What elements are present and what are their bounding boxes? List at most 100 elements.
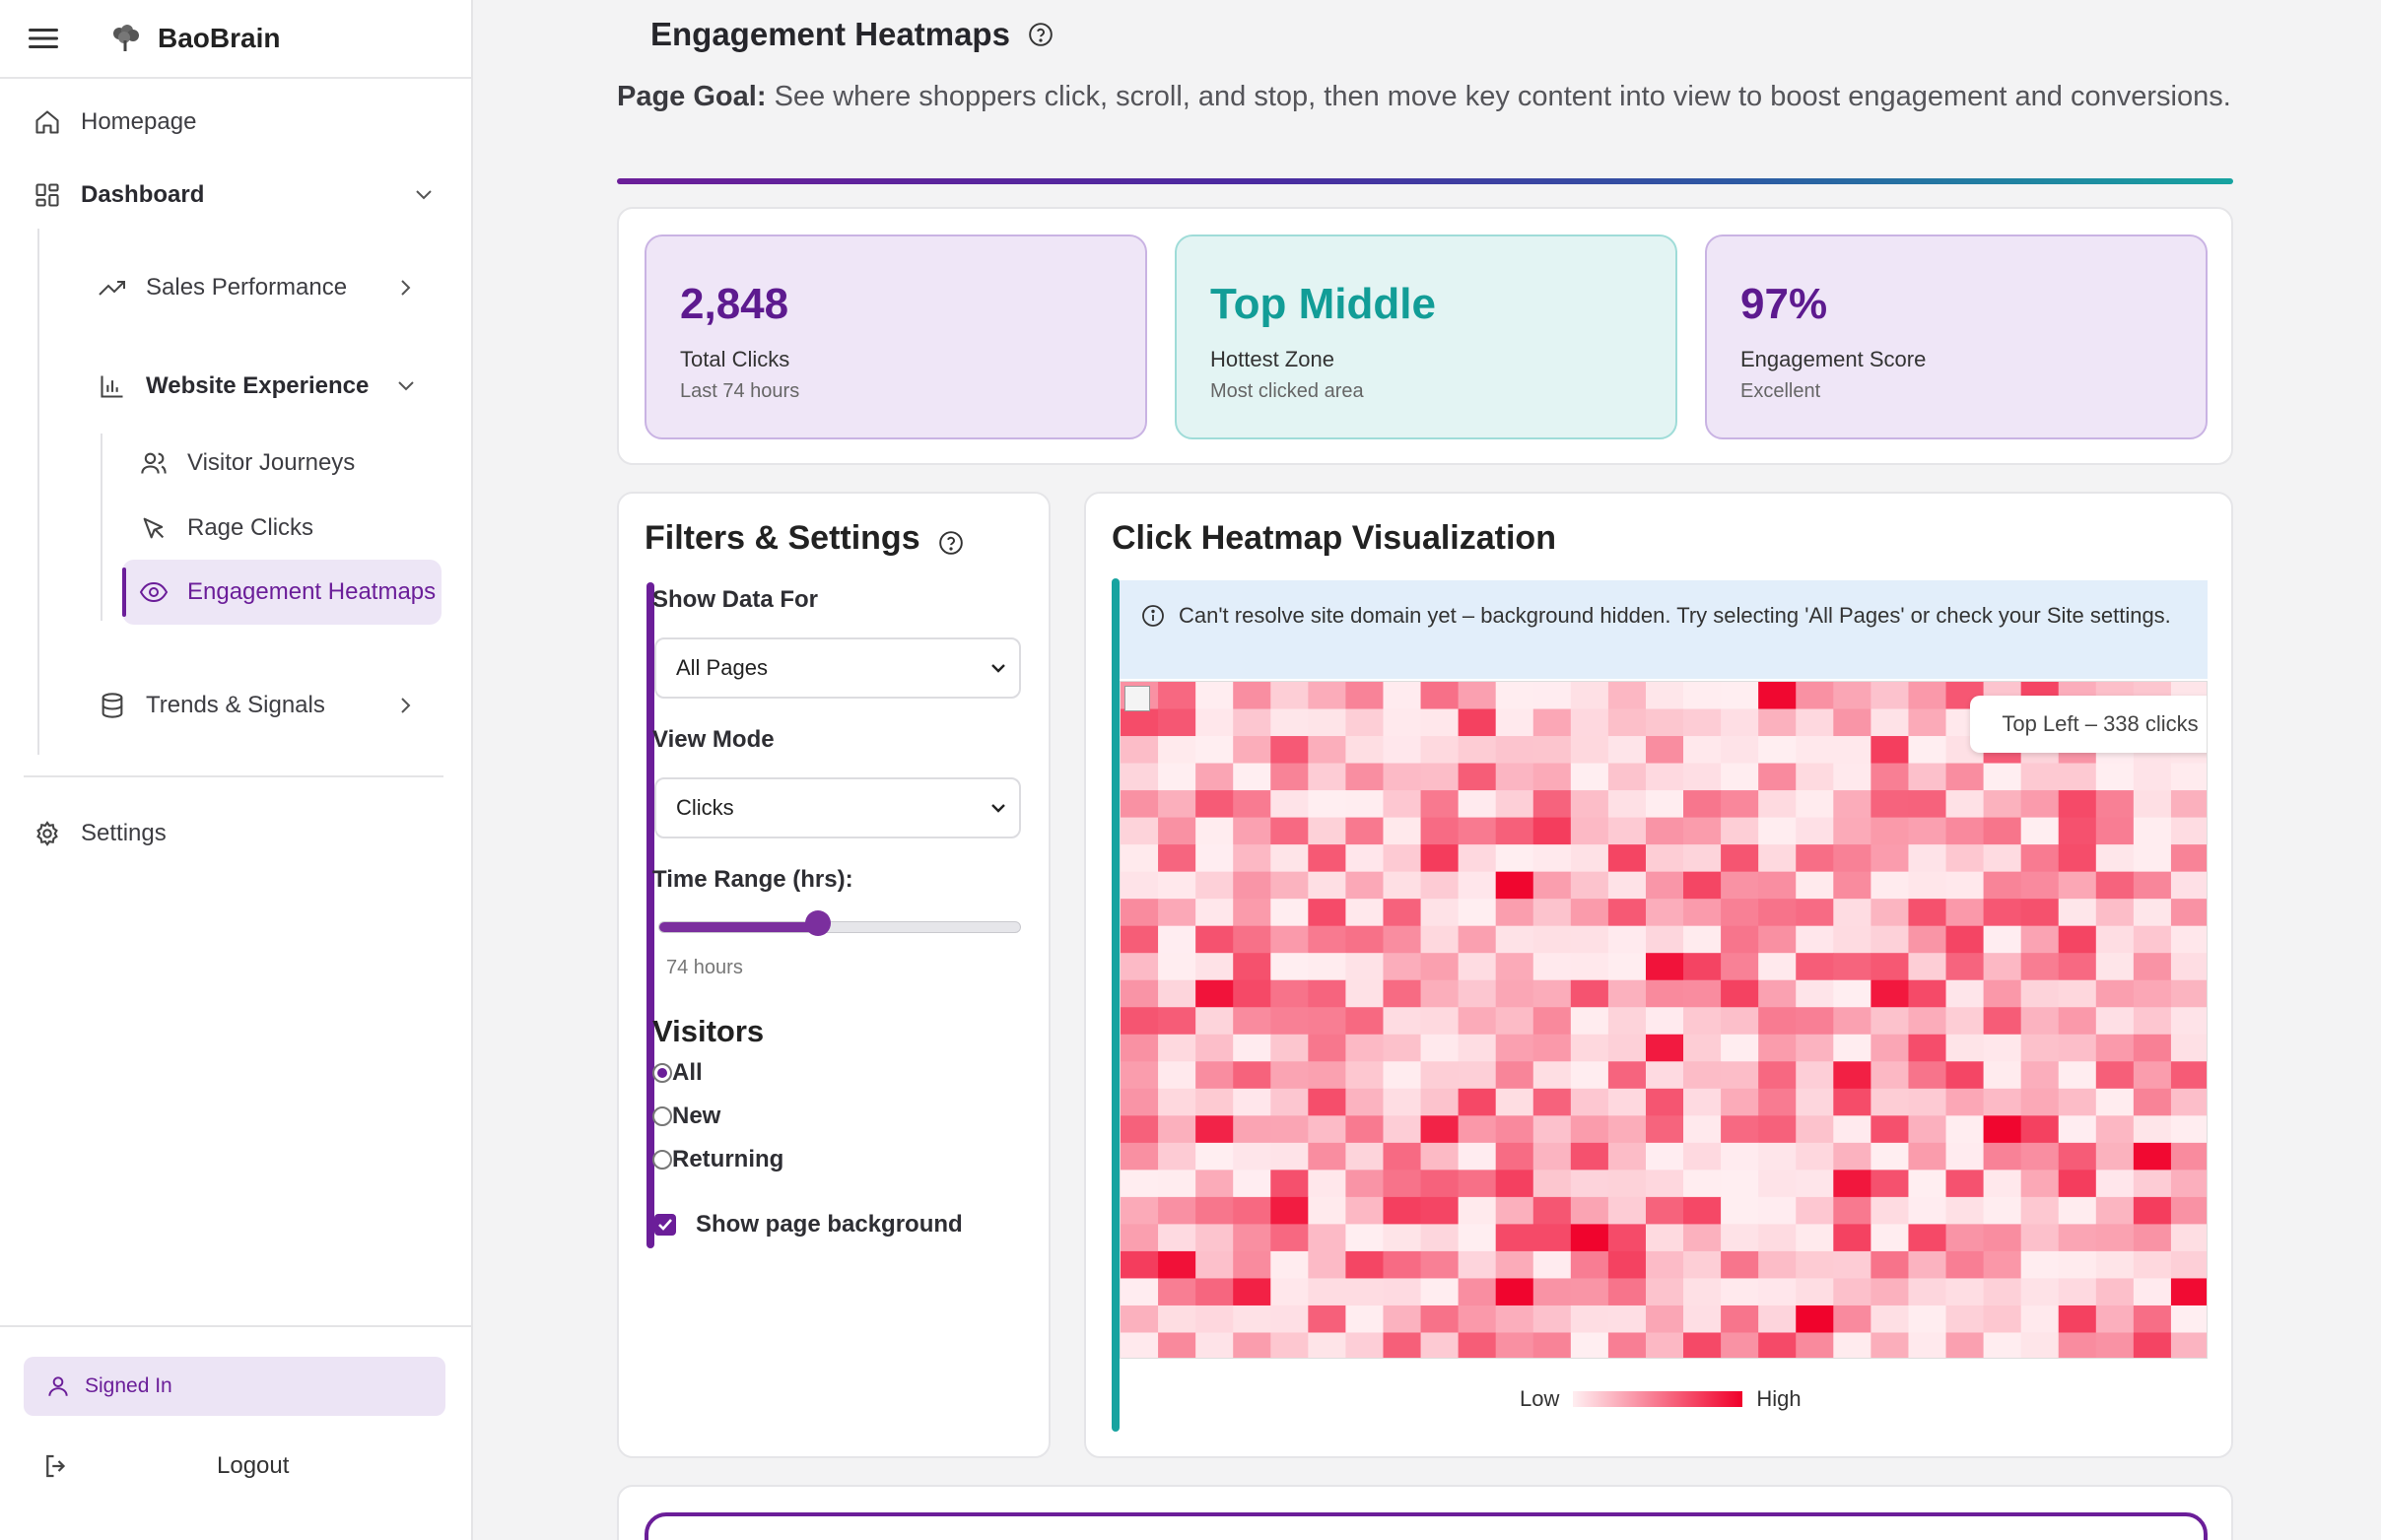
heatmap-cell[interactable] [1796, 1007, 1834, 1036]
heatmap-cell[interactable] [2133, 817, 2172, 845]
heatmap-cell[interactable] [1345, 1061, 1384, 1090]
heatmap-cell[interactable] [1908, 708, 1947, 737]
heatmap-cell[interactable] [1570, 953, 1609, 981]
heatmap-cell[interactable] [2133, 925, 2172, 954]
heatmap-cell[interactable] [1983, 1034, 2022, 1062]
heatmap-cell[interactable] [1308, 953, 1346, 981]
heatmap-cell[interactable] [2058, 1332, 2097, 1359]
nav-dashboard[interactable]: Dashboard [32, 179, 204, 211]
heatmap-cell[interactable] [1871, 1305, 1909, 1333]
heatmap-cell[interactable] [1270, 1196, 1309, 1225]
heatmap-cell[interactable] [1458, 736, 1497, 765]
heatmap-cell[interactable] [2020, 979, 2060, 1008]
heatmap-cell[interactable] [1158, 1196, 1196, 1225]
heatmap-cell[interactable] [1270, 1142, 1309, 1171]
heatmap-cell[interactable] [2058, 1142, 2097, 1171]
heatmap-cell[interactable] [1983, 817, 2022, 845]
heatmap-cell[interactable] [1758, 1115, 1797, 1144]
heatmap-cell[interactable] [1420, 1224, 1460, 1252]
heatmap-cell[interactable] [2095, 844, 2135, 873]
heatmap-cell[interactable] [1833, 708, 1871, 737]
heatmap-cell[interactable] [1270, 925, 1309, 954]
heatmap-cell[interactable] [1195, 817, 1234, 845]
heatmap-cell[interactable] [1158, 1142, 1196, 1171]
heatmap-cell[interactable] [1908, 1170, 1947, 1198]
heatmap-cell[interactable] [1683, 1250, 1722, 1279]
heatmap-cell[interactable] [1233, 682, 1271, 710]
heatmap-cell[interactable] [1495, 979, 1534, 1008]
heatmap-cell[interactable] [1532, 1034, 1572, 1062]
heatmap-cell[interactable] [1683, 1142, 1722, 1171]
heatmap-cell[interactable] [2095, 1088, 2135, 1116]
heatmap-cell[interactable] [1983, 763, 2022, 791]
heatmap-cell[interactable] [1458, 953, 1497, 981]
heatmap-cell[interactable] [1833, 682, 1871, 710]
heatmap-cell[interactable] [1158, 1332, 1196, 1359]
heatmap-cell[interactable] [2133, 1007, 2172, 1036]
heatmap-cell[interactable] [1458, 1088, 1497, 1116]
heatmap-cell[interactable] [1758, 1278, 1797, 1306]
heatmap-cell[interactable] [1645, 1115, 1684, 1144]
heatmap-cell[interactable] [1758, 1332, 1797, 1359]
heatmap-cell[interactable] [1570, 1332, 1609, 1359]
heatmap-cell[interactable] [1908, 736, 1947, 765]
heatmap-cell[interactable] [1495, 925, 1534, 954]
heatmap-cell[interactable] [1871, 871, 1909, 900]
heatmap-cell[interactable] [2170, 1115, 2208, 1144]
heatmap-cell[interactable] [1607, 1061, 1647, 1090]
heatmap-cell[interactable] [2170, 1250, 2208, 1279]
heatmap-cell[interactable] [2095, 1034, 2135, 1062]
heatmap-cell[interactable] [1570, 736, 1609, 765]
heatmap-cell[interactable] [1833, 790, 1871, 819]
heatmap-cell[interactable] [1345, 1142, 1384, 1171]
heatmap-cell[interactable] [1195, 1142, 1234, 1171]
view-mode-select[interactable]: Clicks [654, 777, 1021, 838]
heatmap-cell[interactable] [1570, 871, 1609, 900]
heatmap-cell[interactable] [1233, 871, 1271, 900]
heatmap-cell[interactable] [1420, 1034, 1460, 1062]
heatmap-cell[interactable] [2058, 1224, 2097, 1252]
heatmap-cell[interactable] [2170, 1224, 2208, 1252]
heatmap-cell[interactable] [1233, 1278, 1271, 1306]
heatmap-cell[interactable] [1308, 1278, 1346, 1306]
heatmap-cell[interactable] [1270, 1305, 1309, 1333]
heatmap-cell[interactable] [1233, 1007, 1271, 1036]
heatmap-cell[interactable] [1532, 925, 1572, 954]
heatmap-cell[interactable] [1721, 953, 1759, 981]
heatmap-cell[interactable] [1645, 844, 1684, 873]
heatmap-cell[interactable] [1833, 899, 1871, 927]
heatmap-cell[interactable] [2133, 1061, 2172, 1090]
heatmap-cell[interactable] [1495, 763, 1534, 791]
heatmap-cell[interactable] [1645, 1196, 1684, 1225]
heatmap-cell[interactable] [1121, 763, 1159, 791]
heatmap-cell[interactable] [1796, 708, 1834, 737]
heatmap-cell[interactable] [2170, 790, 2208, 819]
heatmap-cell[interactable] [1570, 763, 1609, 791]
heatmap-cell[interactable] [1570, 1305, 1609, 1333]
heatmap-cell[interactable] [1683, 708, 1722, 737]
heatmap-cell[interactable] [2133, 1305, 2172, 1333]
heatmap-cell[interactable] [2058, 817, 2097, 845]
heatmap-cell[interactable] [1308, 1196, 1346, 1225]
heatmap-cell[interactable] [1607, 1142, 1647, 1171]
heatmap-cell[interactable] [1233, 1170, 1271, 1198]
heatmap-cell[interactable] [1270, 1278, 1309, 1306]
heatmap-cell[interactable] [2020, 1196, 2060, 1225]
heatmap-cell[interactable] [1420, 1278, 1460, 1306]
heatmap-cell[interactable] [1908, 1142, 1947, 1171]
heatmap-cell[interactable] [2095, 1332, 2135, 1359]
heatmap-cell[interactable] [1195, 871, 1234, 900]
heatmap-cell[interactable] [1233, 1305, 1271, 1333]
heatmap-cell[interactable] [1233, 763, 1271, 791]
heatmap-cell[interactable] [1908, 925, 1947, 954]
nav-visitor-journeys[interactable]: Visitor Journeys [138, 447, 355, 479]
heatmap-cell[interactable] [1345, 1332, 1384, 1359]
heatmap-cell[interactable] [1871, 736, 1909, 765]
heatmap-cell[interactable] [1721, 1224, 1759, 1252]
heatmap-cell[interactable] [1721, 899, 1759, 927]
heatmap-cell[interactable] [1683, 1061, 1722, 1090]
heatmap-cell[interactable] [1345, 925, 1384, 954]
heatmap-cell[interactable] [1495, 736, 1534, 765]
heatmap-cell[interactable] [1607, 899, 1647, 927]
heatmap-cell[interactable] [1195, 1061, 1234, 1090]
